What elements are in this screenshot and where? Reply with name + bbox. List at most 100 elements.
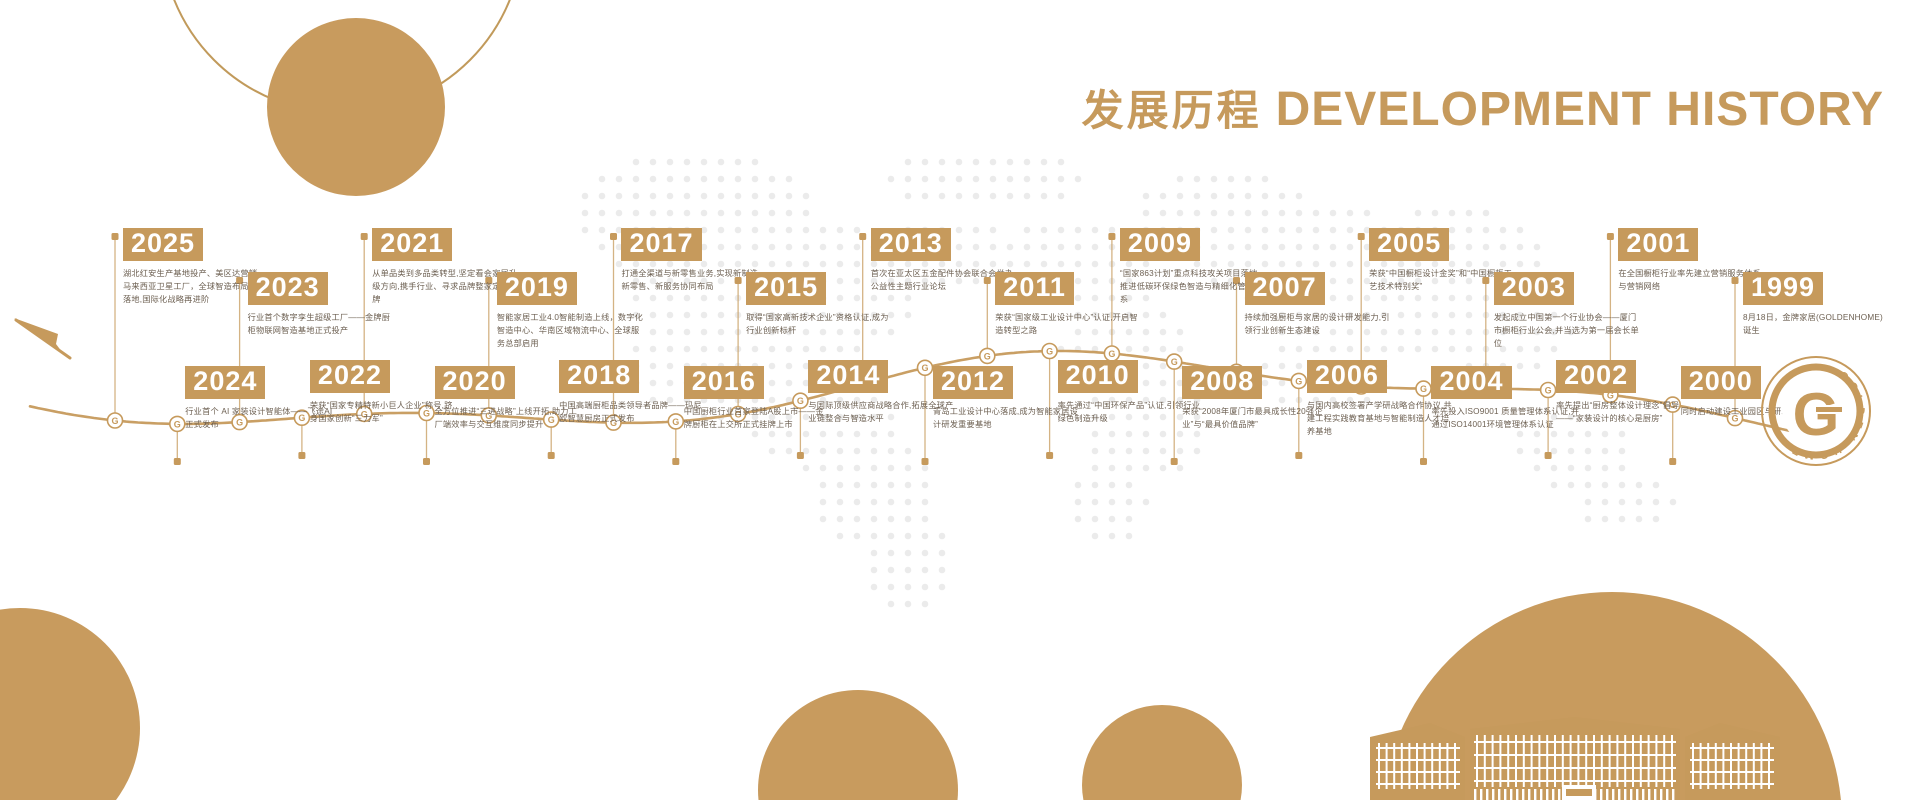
timeline-event-2010[interactable]: 2010 率先通过“中国环保产品”认证,引领行业绿色制造升级 xyxy=(1057,360,1208,426)
timeline-event-2023[interactable]: 2023 行业首个数字孪生超级工厂——金牌厨柜物联网智造基地正式投产 xyxy=(247,272,398,338)
event-year-badge: 2010 xyxy=(1057,360,1138,394)
event-description: 同时启动建设工业园区与研发中心 xyxy=(1680,407,1807,417)
event-year-badge: 2011 xyxy=(995,272,1074,306)
svg-text:G: G xyxy=(1669,400,1676,410)
timeline-event-2020[interactable]: 2020 全方位推进“三进战略”上线开拓,助力工厂端效率与交互维度同步提升 xyxy=(434,366,585,432)
svg-text:G: G xyxy=(174,419,181,429)
event-year-badge: 2007 xyxy=(1244,272,1325,306)
event-year-badge: 2009 xyxy=(1119,228,1200,262)
timeline-event-2011[interactable]: 2011 荣获“国家级工业设计中心”认证,开启智造转型之路 xyxy=(995,272,1145,338)
event-description: 智能家居工业4.0智能制造上线，数字化智造中心、华南区域物流中心、全球服务总部启… xyxy=(496,313,644,348)
event-year-badge: 2003 xyxy=(1493,272,1574,306)
headquarters-building-illustration xyxy=(1370,717,1780,800)
svg-text:G: G xyxy=(1607,390,1614,400)
timeline-event-2001[interactable]: 2001 在全国橱柜行业率先建立营销服务体系与营销网络 xyxy=(1618,228,1768,294)
event-year-badge: 2025 xyxy=(123,228,204,262)
event-description: 行业首个 AI 家装设计智能体——飞途AI正式发布 xyxy=(185,407,333,429)
timeline-event-2019[interactable]: 2019 智能家居工业4.0智能制造上线，数字化智造中心、华南区域物流中心、全球服… xyxy=(496,272,647,350)
timeline-event-2014[interactable]: 2014 与国际顶级供应商战略合作,拓展全球产业链整合与智造水平 xyxy=(808,360,958,426)
timeline-event-2002[interactable]: 2002 率先提出“厨房整体设计理念”倡导——“家装设计的核心是厨房” xyxy=(1556,360,1706,426)
svg-text:G: G xyxy=(1295,376,1302,386)
event-year-badge: 2022 xyxy=(309,360,390,394)
svg-text:G: G xyxy=(236,418,243,428)
event-year-badge: 2017 xyxy=(621,228,702,262)
event-year-badge: 2019 xyxy=(496,272,577,306)
event-year-badge: 2004 xyxy=(1431,366,1512,400)
timeline-event-2012[interactable]: 2012 青岛工业设计中心落成,成为智能家居设计研发重要基地 xyxy=(933,366,1083,432)
svg-text:G: G xyxy=(1545,385,1552,395)
svg-text:G: G xyxy=(1046,346,1053,356)
timeline-event-2016[interactable]: 2016 中国厨柜行业首家登陆A股上市——金牌厨柜在上交所正式挂牌上市 xyxy=(683,366,834,432)
timeline-event-2003[interactable]: 2003 发起成立中国第一个行业协会——厦门市橱柜行业公会,并当选为第一届会长单位 xyxy=(1493,272,1644,350)
event-year-badge: 2005 xyxy=(1369,228,1450,262)
title-chinese: 发展历程 xyxy=(1081,87,1262,134)
event-description: 率先提出“厨房整体设计理念”倡导——“家装设计的核心是厨房” xyxy=(1556,401,1680,423)
event-year-badge: 2015 xyxy=(746,272,827,306)
timeline-event-2024[interactable]: 2024 行业首个 AI 家装设计智能体——飞途AI正式发布 xyxy=(185,366,335,432)
event-description: 荣获“2008年厦门市最具成长性20强企业”与“最具价值品牌” xyxy=(1182,407,1323,429)
timeline-event-2013[interactable]: 2013 首次在亚太区五金配件协会联合会举办公益性主题行业论坛 xyxy=(870,228,1021,294)
svg-text:G: G xyxy=(610,418,617,428)
event-description: 行业首个数字孪生超级工厂——金牌厨柜物联网智造基地正式投产 xyxy=(247,313,391,335)
event-description: 取得“国家高新技术企业”资格认证,成为行业创新标杆 xyxy=(746,313,889,335)
event-year-badge: 2013 xyxy=(870,228,951,262)
event-description: “国家863计划”重点科技攻关项目落地,推进低碳环保绿色智造与精细化管理体系 xyxy=(1119,269,1263,304)
svg-text:G: G xyxy=(111,416,118,426)
svg-text:G: G xyxy=(1731,414,1738,424)
event-description: 发起成立中国第一个行业协会——厦门市橱柜行业公会,并当选为第一届会长单位 xyxy=(1493,313,1639,348)
event-year-badge: 2018 xyxy=(559,360,640,394)
svg-text:G: G xyxy=(485,411,492,421)
event-year-badge: 1999 xyxy=(1743,272,1824,306)
timeline-event-2025[interactable]: 2025 湖北红安生产基地投产、美区达营销、马来西亚卫星工厂，全球智造布局加速落地… xyxy=(123,228,273,306)
timeline-event-2017[interactable]: 2017 打通全渠道与新零售业务,实现新制造、新零售、新服务协同布局 xyxy=(621,228,771,294)
event-year-badge: 2023 xyxy=(247,272,328,306)
timeline-event-2007[interactable]: 2007 持续加强厨柜与家居的设计研发能力,引领行业创新生态建设 xyxy=(1244,272,1395,338)
timeline-event-2008[interactable]: 2008 荣获“2008年厦门市最具成长性20强企业”与“最具价值品牌” xyxy=(1182,366,1332,432)
svg-text:G: G xyxy=(1171,357,1178,367)
goldenhome-logo: GOLDEN HOME G xyxy=(1761,356,1871,466)
event-year-badge: 2006 xyxy=(1306,360,1387,394)
event-year-badge: 2002 xyxy=(1556,360,1637,394)
timeline-event-2000[interactable]: 2000 同时启动建设工业园区与研发中心 xyxy=(1680,366,1831,419)
event-description: 中国厨柜行业首家登陆A股上市——金牌厨柜在上交所正式挂牌上市 xyxy=(683,407,824,429)
svg-text:G: G xyxy=(1793,381,1840,448)
event-description: 8月18日，金牌家居(GOLDENHOME)诞生 xyxy=(1743,313,1883,335)
timeline-event-2015[interactable]: 2015 取得“国家高新技术企业”资格认证,成为行业创新标杆 xyxy=(746,272,896,338)
timeline-event-1999[interactable]: 1999 8月18日，金牌家居(GOLDENHOME)诞生 xyxy=(1743,272,1893,338)
svg-text:G: G xyxy=(735,409,742,419)
event-description: 首次在亚太区五金配件协会联合会举办公益性主题行业论坛 xyxy=(870,269,1014,291)
svg-text:G: G xyxy=(548,415,555,425)
svg-text:G: G xyxy=(672,417,679,427)
event-description: 中国高端厨柜品类领导者品牌——玛尼欧智慧厨房正式发布 xyxy=(559,401,702,423)
svg-text:G: G xyxy=(921,363,928,373)
svg-text:G: G xyxy=(423,408,430,418)
timeline-event-2005[interactable]: 2005 荣获“中国橱柜设计金奖”和“中国橱柜工艺技术特别奖” xyxy=(1369,228,1519,294)
timeline-event-2018[interactable]: 2018 中国高端厨柜品类领导者品牌——玛尼欧智慧厨房正式发布 xyxy=(559,360,709,426)
timeline-event-2006[interactable]: 2006 与国内高校签署产学研战略合作协议,共建工程实践教育基地与智能制造人才培养… xyxy=(1306,360,1457,438)
event-description: 在全国橱柜行业率先建立营销服务体系与营销网络 xyxy=(1618,269,1761,291)
event-description: 从单品类到多品类转型,坚定看会家居升级方向,携手行业、寻求品牌整家定制品牌 xyxy=(372,269,518,304)
svg-text:G: G xyxy=(298,413,305,423)
timeline-event-2021[interactable]: 2021 从单品类到多品类转型,坚定看会家居升级方向,携手行业、寻求品牌整家定制品… xyxy=(372,228,522,306)
svg-text:G: G xyxy=(1420,384,1427,394)
event-description: 青岛工业设计中心落成,成为智能家居设计研发重要基地 xyxy=(933,407,1079,429)
event-description: 打通全渠道与新零售业务,实现新制造、新零售、新服务协同布局 xyxy=(621,269,767,291)
event-description: 全方位推进“三进战略”上线开拓,助力工厂端效率与交互维度同步提升 xyxy=(434,407,578,429)
event-description: 荣获“中国橱柜设计金奖”和“中国橱柜工艺技术特别奖” xyxy=(1369,269,1513,291)
event-year-badge: 2021 xyxy=(372,228,453,262)
svg-text:G: G xyxy=(361,409,368,419)
event-description: 荣获“国家专精特新小巨人企业”称号,跻身国家创新“三力军” xyxy=(309,401,453,423)
event-year-badge: 2000 xyxy=(1680,366,1761,400)
timeline-event-2009[interactable]: 2009 “国家863计划”重点科技攻关项目落地,推进低碳环保绿色智造与精细化管理… xyxy=(1119,228,1270,306)
timeline-event-2004[interactable]: 2004 率先投入ISO9001 质量管理体系认证,并通过ISO14001环境管理… xyxy=(1431,366,1581,432)
event-description: 荣获“国家级工业设计中心”认证,开启智造转型之路 xyxy=(995,313,1138,335)
event-description: 持续加强厨柜与家居的设计研发能力,引领行业创新生态建设 xyxy=(1244,313,1390,335)
timeline-event-2022[interactable]: 2022 荣获“国家专精特新小巨人企业”称号,跻身国家创新“三力军” xyxy=(309,360,460,426)
event-description: 与国内高校签署产学研战略合作协议,共建工程实践教育基地与智能制造人才培养基地 xyxy=(1306,401,1452,436)
event-description: 湖北红安生产基地投产、美区达营销、马来西亚卫星工厂，全球智造布局加速落地,国际化… xyxy=(123,269,266,304)
page-title: 发展历程 DEVELOPMENT HISTORY xyxy=(1082,86,1884,134)
title-english: DEVELOPMENT HISTORY xyxy=(1275,83,1884,136)
event-year-badge: 2001 xyxy=(1618,228,1699,262)
event-year-badge: 2012 xyxy=(933,366,1014,400)
